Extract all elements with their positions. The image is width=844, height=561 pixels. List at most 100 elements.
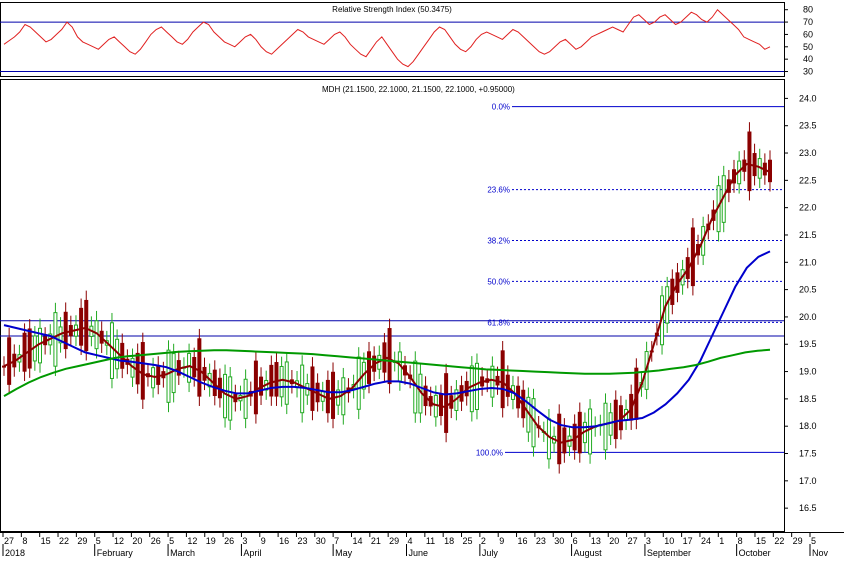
x-tick-label: 21 [371,536,381,546]
rsi-tick-label: 70 [803,17,813,27]
price-tick-label: 19.0 [799,367,817,377]
month-label: June [409,548,429,558]
x-tick-label: 3 [646,536,651,546]
fib-level-label: 0.0% [492,103,510,112]
rsi-tick-label: 60 [803,29,813,39]
x-tick-label: 5 [169,536,174,546]
x-tick-label: 22 [59,536,69,546]
candle-body [253,360,258,415]
candle-body [557,413,562,465]
x-tick-label: 17 [683,536,693,546]
candle-body [7,337,12,385]
x-tick-label: 3 [242,536,247,546]
x-tick-label: 10 [664,536,674,546]
x-tick-label: 26 [224,536,234,546]
x-tick-label: 9 [499,536,504,546]
candle-body [562,427,567,454]
month-label: October [739,548,771,558]
candlesticks [2,122,772,474]
x-axis-months: 2018 February March April May June July August S… [2,544,829,558]
candle-body [197,338,202,397]
x-tick-label: 15 [756,536,766,546]
price-tick-label: 22.0 [799,203,817,213]
candle-body [546,418,551,460]
candle-body [63,311,68,350]
rsi-tick-label: 50 [803,42,813,52]
fib-level-label: 100.0% [476,448,503,457]
price-tick-label: 23.5 [799,121,817,131]
x-tick-label: 16 [279,536,289,546]
candle-body [274,362,279,397]
month-label: 2018 [5,548,25,558]
fib-level-label: 23.6% [487,186,510,195]
candle-body [341,377,346,416]
x-tick-label: 13 [591,536,601,546]
x-tick-label: 7 [334,536,339,546]
candle-body [171,353,176,394]
x-tick-label: 4 [408,536,413,546]
x-axis-ticks: 27 8 15 22 29 5 12 20 26 5 12 19 26 3 9 16 23 30 7 14 21 29 4 1… [2,532,816,546]
x-tick-label: 27 [4,536,14,546]
x-tick-label: 16 [518,536,528,546]
price-title: MDH (21.1500, 22.1000, 21.1500, 22.1000,… [322,85,515,94]
rsi-series-line [3,8,771,68]
rsi-guide-lines [0,21,784,73]
candle-body [166,349,171,403]
moving-average-line [3,348,771,397]
price-y-axis: 24.0 23.5 23.0 22.5 22.0 21.5 21.0 20.5 20.0 19.5… [784,93,817,513]
rsi-title: Relative Strength Index (50.3475) [332,5,452,14]
moving-average-line [3,162,771,444]
x-tick-label: 24 [701,536,711,546]
x-tick-label: 6 [573,536,578,546]
price-tick-label: 19.5 [799,339,817,349]
month-label: March [170,548,195,558]
price-tick-label: 21.0 [799,257,817,267]
price-tick-label: 18.0 [799,421,817,431]
fib-level-label: 38.2% [487,236,510,245]
price-tick-label: 17.5 [799,449,817,459]
price-tick-label: 22.5 [799,175,817,185]
candle-body [387,328,392,385]
x-tick-label: 26 [151,536,161,546]
month-label: February [97,548,134,558]
candle-body [444,373,449,433]
x-tick-label: 1 [719,536,724,546]
month-label: July [482,548,499,558]
x-tick-label: 15 [41,536,51,546]
candle-body [187,352,192,383]
price-panel-frame [0,79,785,532]
x-tick-label: 8 [22,536,27,546]
candle-body [22,332,27,372]
x-axis: 27 8 15 22 29 5 12 20 26 5 12 19 26 3 9 16 23 30 7 14 21 29 4 1… [0,532,844,558]
fibonacci-retracement: 0.0% 23.6% 38.2% 50.0% 61.8% 100.0% [476,103,784,457]
month-label: Nov [812,548,829,558]
price-tick-label: 21.5 [799,230,817,240]
rsi-panel-frame [0,2,785,77]
x-tick-label: 9 [261,536,266,546]
x-tick-label: 18 [444,536,454,546]
candle-body [382,342,387,373]
candle-body [325,379,330,414]
x-tick-label: 30 [316,536,326,546]
candle-body [331,371,336,419]
candle-body [27,328,32,369]
price-tick-label: 20.0 [799,312,817,322]
month-label: September [647,548,691,558]
rsi-tick-label: 80 [803,5,813,15]
candle-body [284,361,289,405]
x-tick-label: 8 [738,536,743,546]
candle-body [243,378,248,419]
x-tick-label: 27 [628,536,638,546]
x-tick-label: 5 [96,536,101,546]
candle-body [300,364,305,414]
candle-body [469,365,474,413]
rsi-tick-label: 40 [803,54,813,64]
moving-average-line [3,250,771,429]
moving-averages [3,162,771,444]
x-tick-label: 22 [774,536,784,546]
x-tick-label: 2 [481,536,486,546]
candle-body [474,362,479,410]
x-tick-label: 19 [206,536,216,546]
horizontal-lines [0,320,784,337]
